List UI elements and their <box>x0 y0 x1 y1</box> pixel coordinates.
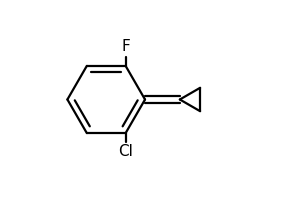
Text: Cl: Cl <box>118 144 133 159</box>
Text: F: F <box>121 39 130 55</box>
